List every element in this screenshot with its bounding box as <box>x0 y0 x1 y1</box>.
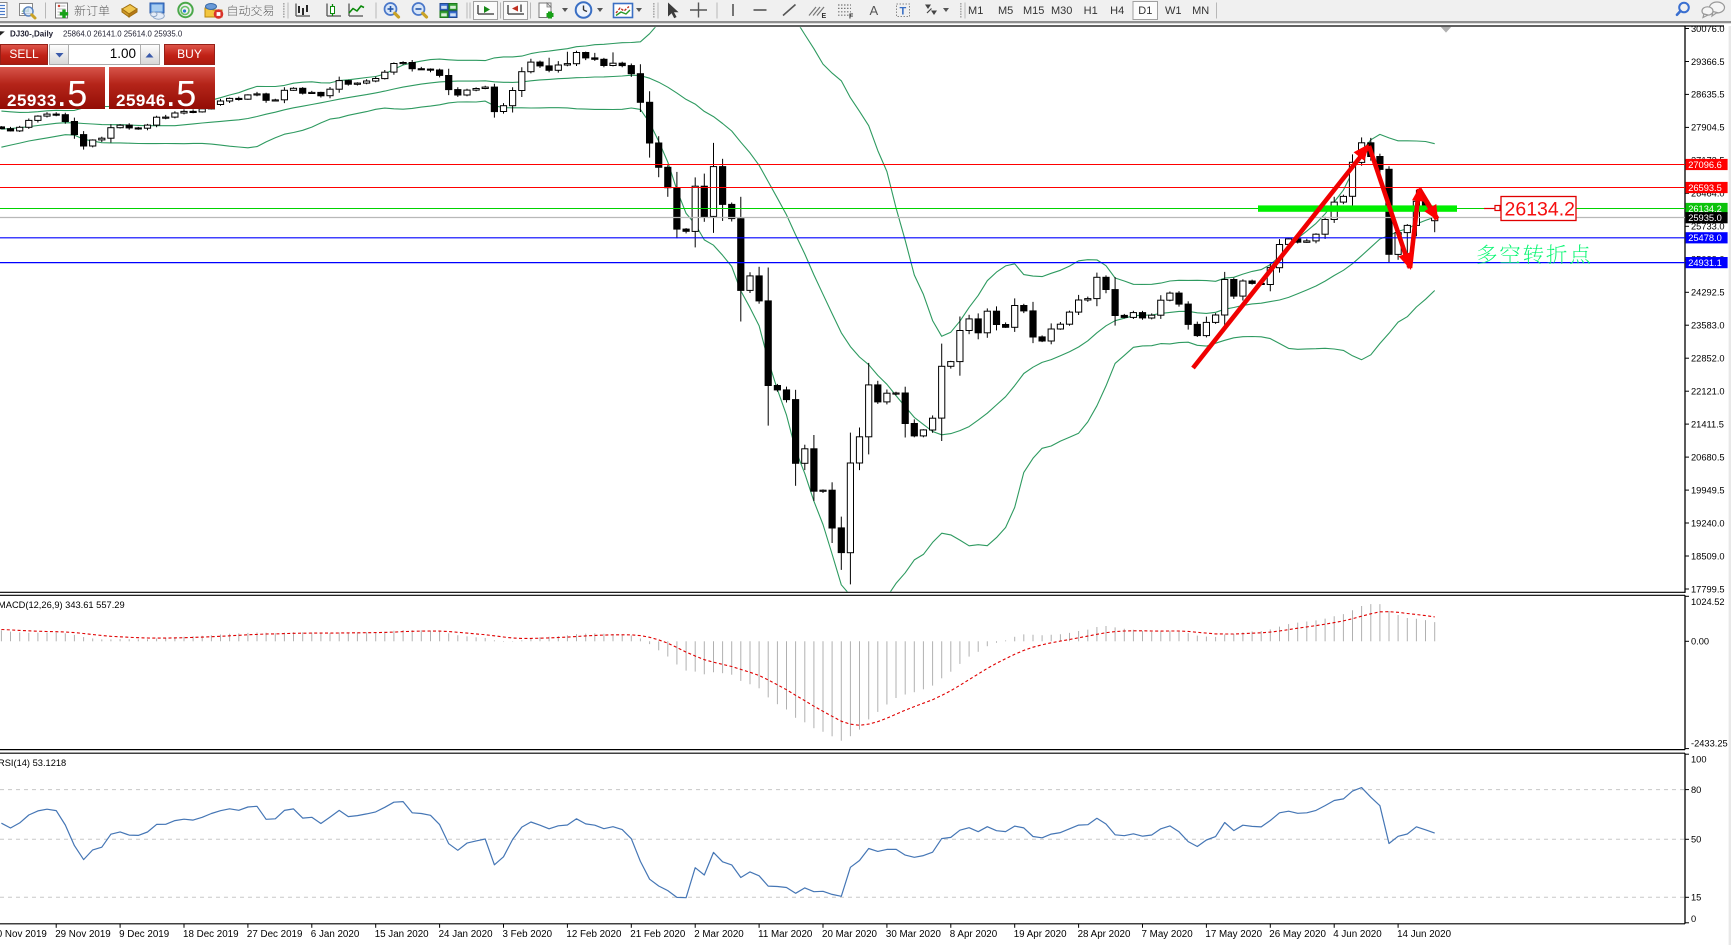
svg-text:M30: M30 <box>1051 5 1072 17</box>
svg-text:26464.0: 26464.0 <box>1691 189 1725 199</box>
svg-text:11 Mar 2020: 11 Mar 2020 <box>758 929 813 940</box>
svg-text:0: 0 <box>1691 914 1696 924</box>
svg-text:H1: H1 <box>1084 5 1098 17</box>
svg-text:F: F <box>849 14 854 21</box>
svg-text:27096.6: 27096.6 <box>1688 160 1722 170</box>
svg-text:4 Jun 2020: 4 Jun 2020 <box>1333 929 1382 940</box>
svg-text:22121.0: 22121.0 <box>1691 387 1725 397</box>
svg-text:E: E <box>822 13 827 20</box>
svg-text:8 Apr 2020: 8 Apr 2020 <box>950 929 998 940</box>
svg-text:17 May 2020: 17 May 2020 <box>1205 929 1262 940</box>
svg-text:M15: M15 <box>1023 5 1044 17</box>
svg-text:3 Feb 2020: 3 Feb 2020 <box>503 929 553 940</box>
svg-text:0.00: 0.00 <box>1691 637 1709 647</box>
svg-text:30076.0: 30076.0 <box>1691 24 1725 34</box>
svg-text:22852.0: 22852.0 <box>1691 354 1725 364</box>
svg-text:15 Jan 2020: 15 Jan 2020 <box>375 929 429 940</box>
svg-text:24 Jan 2020: 24 Jan 2020 <box>439 929 493 940</box>
svg-text:26 May 2020: 26 May 2020 <box>1269 929 1326 940</box>
svg-text:1024.52: 1024.52 <box>1691 597 1725 607</box>
svg-text:21411.5: 21411.5 <box>1691 419 1724 429</box>
svg-text:19240.0: 19240.0 <box>1691 518 1725 528</box>
svg-text:28 Apr 2020: 28 Apr 2020 <box>1078 929 1131 940</box>
svg-text:24292.5: 24292.5 <box>1691 288 1725 298</box>
svg-text:12 Feb 2020: 12 Feb 2020 <box>566 929 622 940</box>
svg-text:25733.0: 25733.0 <box>1691 222 1725 232</box>
svg-text:MACD(12,26,9) 343.61 557.29: MACD(12,26,9) 343.61 557.29 <box>0 600 125 610</box>
svg-text:24931.1: 24931.1 <box>1688 258 1722 268</box>
svg-text:20 Nov 2019: 20 Nov 2019 <box>0 929 47 940</box>
svg-text:29366.5: 29366.5 <box>1691 57 1725 67</box>
svg-text:15: 15 <box>1691 893 1701 903</box>
svg-text:25478.0: 25478.0 <box>1688 233 1722 243</box>
svg-text:7 May 2020: 7 May 2020 <box>1142 929 1194 940</box>
svg-text:29 Nov 2019: 29 Nov 2019 <box>55 929 111 940</box>
svg-text:27904.5: 27904.5 <box>1691 123 1725 133</box>
svg-text:19 Apr 2020: 19 Apr 2020 <box>1014 929 1067 940</box>
svg-text:26134.2: 26134.2 <box>1688 204 1722 214</box>
svg-text:RSI(14) 53.1218: RSI(14) 53.1218 <box>0 758 66 768</box>
svg-text:2 Mar 2020: 2 Mar 2020 <box>694 929 744 940</box>
svg-text:20680.5: 20680.5 <box>1691 452 1725 462</box>
svg-text:H4: H4 <box>1110 5 1124 17</box>
svg-text:17799.5: 17799.5 <box>1691 584 1725 594</box>
svg-text:20 Mar 2020: 20 Mar 2020 <box>822 929 878 940</box>
svg-text:18 Dec 2019: 18 Dec 2019 <box>183 929 239 940</box>
svg-text:9 Dec 2019: 9 Dec 2019 <box>119 929 169 940</box>
svg-text:DJ30-,Daily: DJ30-,Daily <box>10 30 54 39</box>
svg-text:26134.2: 26134.2 <box>1505 199 1576 221</box>
svg-text:M5: M5 <box>998 5 1013 17</box>
svg-text:25935.0: 25935.0 <box>1688 213 1722 223</box>
svg-text:M1: M1 <box>968 5 983 17</box>
svg-text:30 Mar 2020: 30 Mar 2020 <box>886 929 942 940</box>
svg-text:18509.0: 18509.0 <box>1691 551 1725 561</box>
svg-text:28635.5: 28635.5 <box>1691 90 1725 100</box>
svg-text:23583.0: 23583.0 <box>1691 321 1725 331</box>
svg-text:25864.0 26141.0 25614.0 25935.: 25864.0 26141.0 25614.0 25935.0 <box>63 30 183 39</box>
svg-text:19949.5: 19949.5 <box>1691 485 1725 495</box>
svg-text:6 Jan 2020: 6 Jan 2020 <box>311 929 360 940</box>
svg-text:W1: W1 <box>1165 5 1182 17</box>
svg-text:50: 50 <box>1691 835 1701 845</box>
svg-text:27 Dec 2019: 27 Dec 2019 <box>247 929 303 940</box>
svg-text:21 Feb 2020: 21 Feb 2020 <box>630 929 686 940</box>
svg-text:14 Jun 2020: 14 Jun 2020 <box>1397 929 1451 940</box>
svg-text:100: 100 <box>1691 755 1707 765</box>
svg-text:26593.5: 26593.5 <box>1688 183 1722 193</box>
svg-text:T: T <box>900 6 907 18</box>
svg-text:-2433.25: -2433.25 <box>1691 739 1728 749</box>
svg-text:A: A <box>870 3 879 18</box>
svg-text:D1: D1 <box>1138 5 1152 17</box>
svg-text:80: 80 <box>1691 785 1701 795</box>
svg-text:MN: MN <box>1192 5 1209 17</box>
